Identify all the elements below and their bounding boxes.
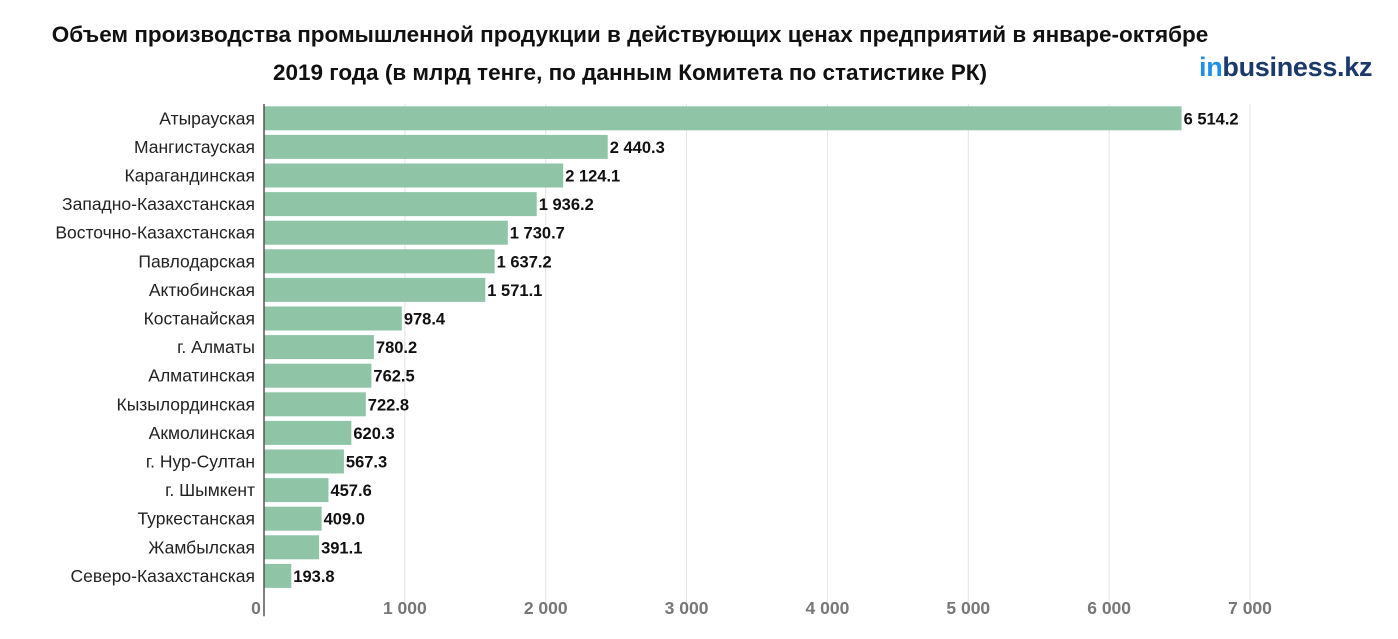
bar [264, 220, 508, 245]
value-label: 193.8 [293, 568, 334, 586]
value-label: 1 936.2 [539, 196, 594, 214]
x-tick-label: 3 000 [665, 598, 709, 618]
category-label: Карагандинская [125, 166, 255, 186]
bar [264, 335, 374, 360]
value-label: 391.1 [321, 539, 362, 557]
category-label: Восточно-Казахстанская [55, 223, 255, 243]
category-label: Кызылординская [117, 394, 256, 414]
category-label: Актюбинская [149, 280, 255, 300]
bar [264, 563, 292, 588]
category-label: Туркестанская [137, 509, 255, 529]
value-label: 620.3 [353, 425, 394, 443]
bar [264, 506, 322, 531]
bar [264, 449, 344, 474]
value-label: 1 571.1 [487, 282, 542, 300]
x-tick-label: 6 000 [1087, 598, 1131, 618]
bar [264, 106, 1182, 131]
x-tick-label: 7 000 [1228, 598, 1272, 618]
category-label: Западно-Казахстанская [62, 194, 255, 214]
category-label: Северо-Казахстанская [70, 566, 255, 586]
bar [264, 134, 608, 159]
chart-title: Объем производства промышленной продукци… [51, 22, 1209, 85]
bar [264, 535, 320, 560]
category-label: Павлодарская [138, 251, 255, 271]
value-label: 2 124.1 [565, 168, 620, 186]
bar [264, 192, 537, 217]
bar [264, 163, 564, 188]
bar [264, 306, 402, 331]
logo-prefix: in [1199, 52, 1223, 82]
category-label: Акмолинская [149, 423, 255, 443]
value-label: 722.8 [368, 396, 409, 414]
category-label: г. Нур-Султан [146, 452, 255, 472]
bar [264, 277, 486, 302]
value-label: 1 637.2 [497, 253, 552, 271]
category-label: Жамбылская [148, 537, 255, 557]
value-label: 1 730.7 [510, 225, 565, 243]
bar [264, 420, 352, 445]
x-tick-label: 5 000 [946, 598, 990, 618]
category-label: г. Шымкент [165, 480, 255, 500]
value-label: 457.6 [330, 482, 371, 500]
value-label: 409.0 [324, 511, 365, 529]
category-label: Мангистауская [134, 137, 255, 157]
x-tick-label: 2 000 [524, 598, 568, 618]
value-label: 2 440.3 [610, 139, 665, 157]
brand-logo[interactable]: inbusiness.kz [1199, 52, 1372, 83]
category-label: Атырауская [159, 108, 255, 128]
bar [264, 478, 329, 503]
x-tick-label: 1 000 [383, 598, 427, 618]
value-label: 567.3 [346, 454, 387, 472]
logo-rest: business.kz [1222, 52, 1373, 82]
bar [264, 363, 372, 388]
category-label: Костанайская [144, 309, 255, 329]
bar [264, 392, 366, 417]
x-tick-label: 4 000 [806, 598, 850, 618]
value-label: 780.2 [376, 339, 417, 357]
value-label: 762.5 [373, 368, 414, 386]
bar [264, 249, 495, 274]
category-label: Алматинская [148, 366, 255, 386]
x-tick-label: 0 [251, 598, 261, 618]
value-label: 978.4 [404, 311, 446, 329]
value-label: 6 514.2 [1184, 110, 1239, 128]
category-label: г. Алматы [177, 337, 255, 357]
